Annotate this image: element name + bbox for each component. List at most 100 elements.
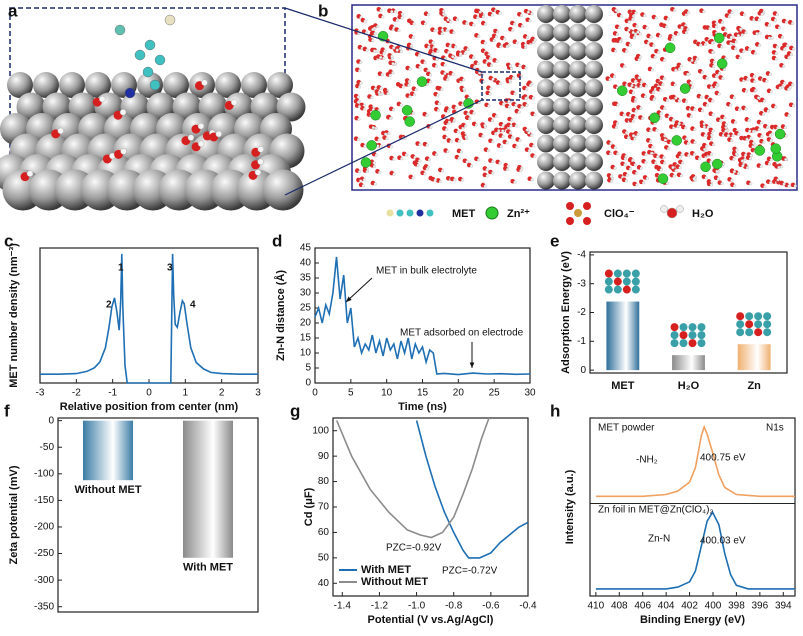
water-h [446,150,450,154]
water-h [609,152,613,156]
water-h [757,18,761,22]
icon-clo4 [574,209,582,217]
zoom-line [284,7,483,73]
water-h [791,83,795,87]
water-h [710,133,714,137]
water-h [501,129,505,133]
water-h [525,128,529,132]
water-h [633,79,638,83]
panel-label: b [318,1,328,20]
water-h [643,95,647,99]
electrode-atom [537,23,555,42]
water-h [784,20,788,24]
water-h [744,31,748,35]
water-h [371,27,375,31]
inset-atom [679,331,688,340]
water-h [372,161,376,165]
y-tick-label: 35 [300,273,312,284]
water-h [705,144,709,148]
y-axis-title: Intensity (a.u.) [564,469,576,544]
water-h [752,141,756,145]
water-h [392,172,396,176]
electrode-atom [569,97,587,116]
water-h [412,93,417,97]
water-h [357,105,362,109]
water-h [465,21,469,26]
legend-label: With MET [361,564,411,576]
met-atom [134,49,146,61]
water-h [684,31,689,35]
water-h [615,32,619,36]
water-h [643,13,647,18]
water-h [711,99,715,103]
inset-atom [670,339,679,348]
water-h [703,147,707,152]
water-h [653,55,657,59]
water-h [618,40,623,44]
electrode-atom [553,97,571,116]
legend-text: ClO₄⁻ [604,208,635,220]
water-h [435,152,439,157]
water-h [482,80,486,84]
annotation: 4 [190,300,196,311]
x-tick-label: 1 [183,388,189,399]
arrow-head [346,296,352,302]
water-h [507,100,511,104]
x-tick-label: 396 [752,601,769,612]
water-h [503,37,507,41]
zn-ion [770,143,782,154]
water-h [492,38,496,43]
water-h [672,174,676,178]
water-h [649,139,653,143]
water-h [665,25,669,29]
water-h [637,58,641,62]
water-h [663,106,667,111]
water-h [737,108,741,112]
water-h [737,132,741,136]
electrode-atom [585,153,603,171]
x-tick-label: -3 [36,388,45,399]
data-line [40,253,258,384]
water-h [524,66,528,70]
panel-label: f [4,401,10,420]
water-h [623,163,627,167]
water-h [631,30,635,35]
water-h [768,133,772,137]
water-h [513,180,517,184]
water-h [365,170,369,174]
water-h [472,111,476,115]
water-h [726,134,731,138]
water-h [686,10,691,15]
zn-ion [617,85,628,96]
inset-atom [697,323,706,332]
water-h [407,79,412,84]
water-h [753,79,757,84]
water-h [644,84,649,88]
water-h [717,92,721,96]
water-h [784,157,788,162]
water-h [778,86,782,90]
bar [183,420,233,558]
water-h [732,170,736,174]
water-h [693,140,697,144]
water-h [501,134,505,139]
y-tick-label: 90 [318,451,330,462]
water-h [408,95,412,99]
series-label: Zn foil in MET@Zn(ClO₄)₂ [598,505,713,516]
water-h [609,141,613,146]
water-h [709,152,714,156]
water-h [457,156,461,160]
water-h [392,157,396,161]
y-axis-title: Zn-N distance (Å) [274,270,287,361]
inset-atom [604,269,613,278]
annotation: 400.03 eV [700,536,746,547]
water-h [356,95,360,99]
water-h [363,107,367,111]
x-tick-label: 408 [611,601,628,612]
water-h [389,116,393,120]
water-h [436,93,440,97]
y-tick-label: -3 [577,278,586,289]
water-h [521,24,525,28]
water-h [530,178,534,182]
electrode-atom [537,116,555,134]
